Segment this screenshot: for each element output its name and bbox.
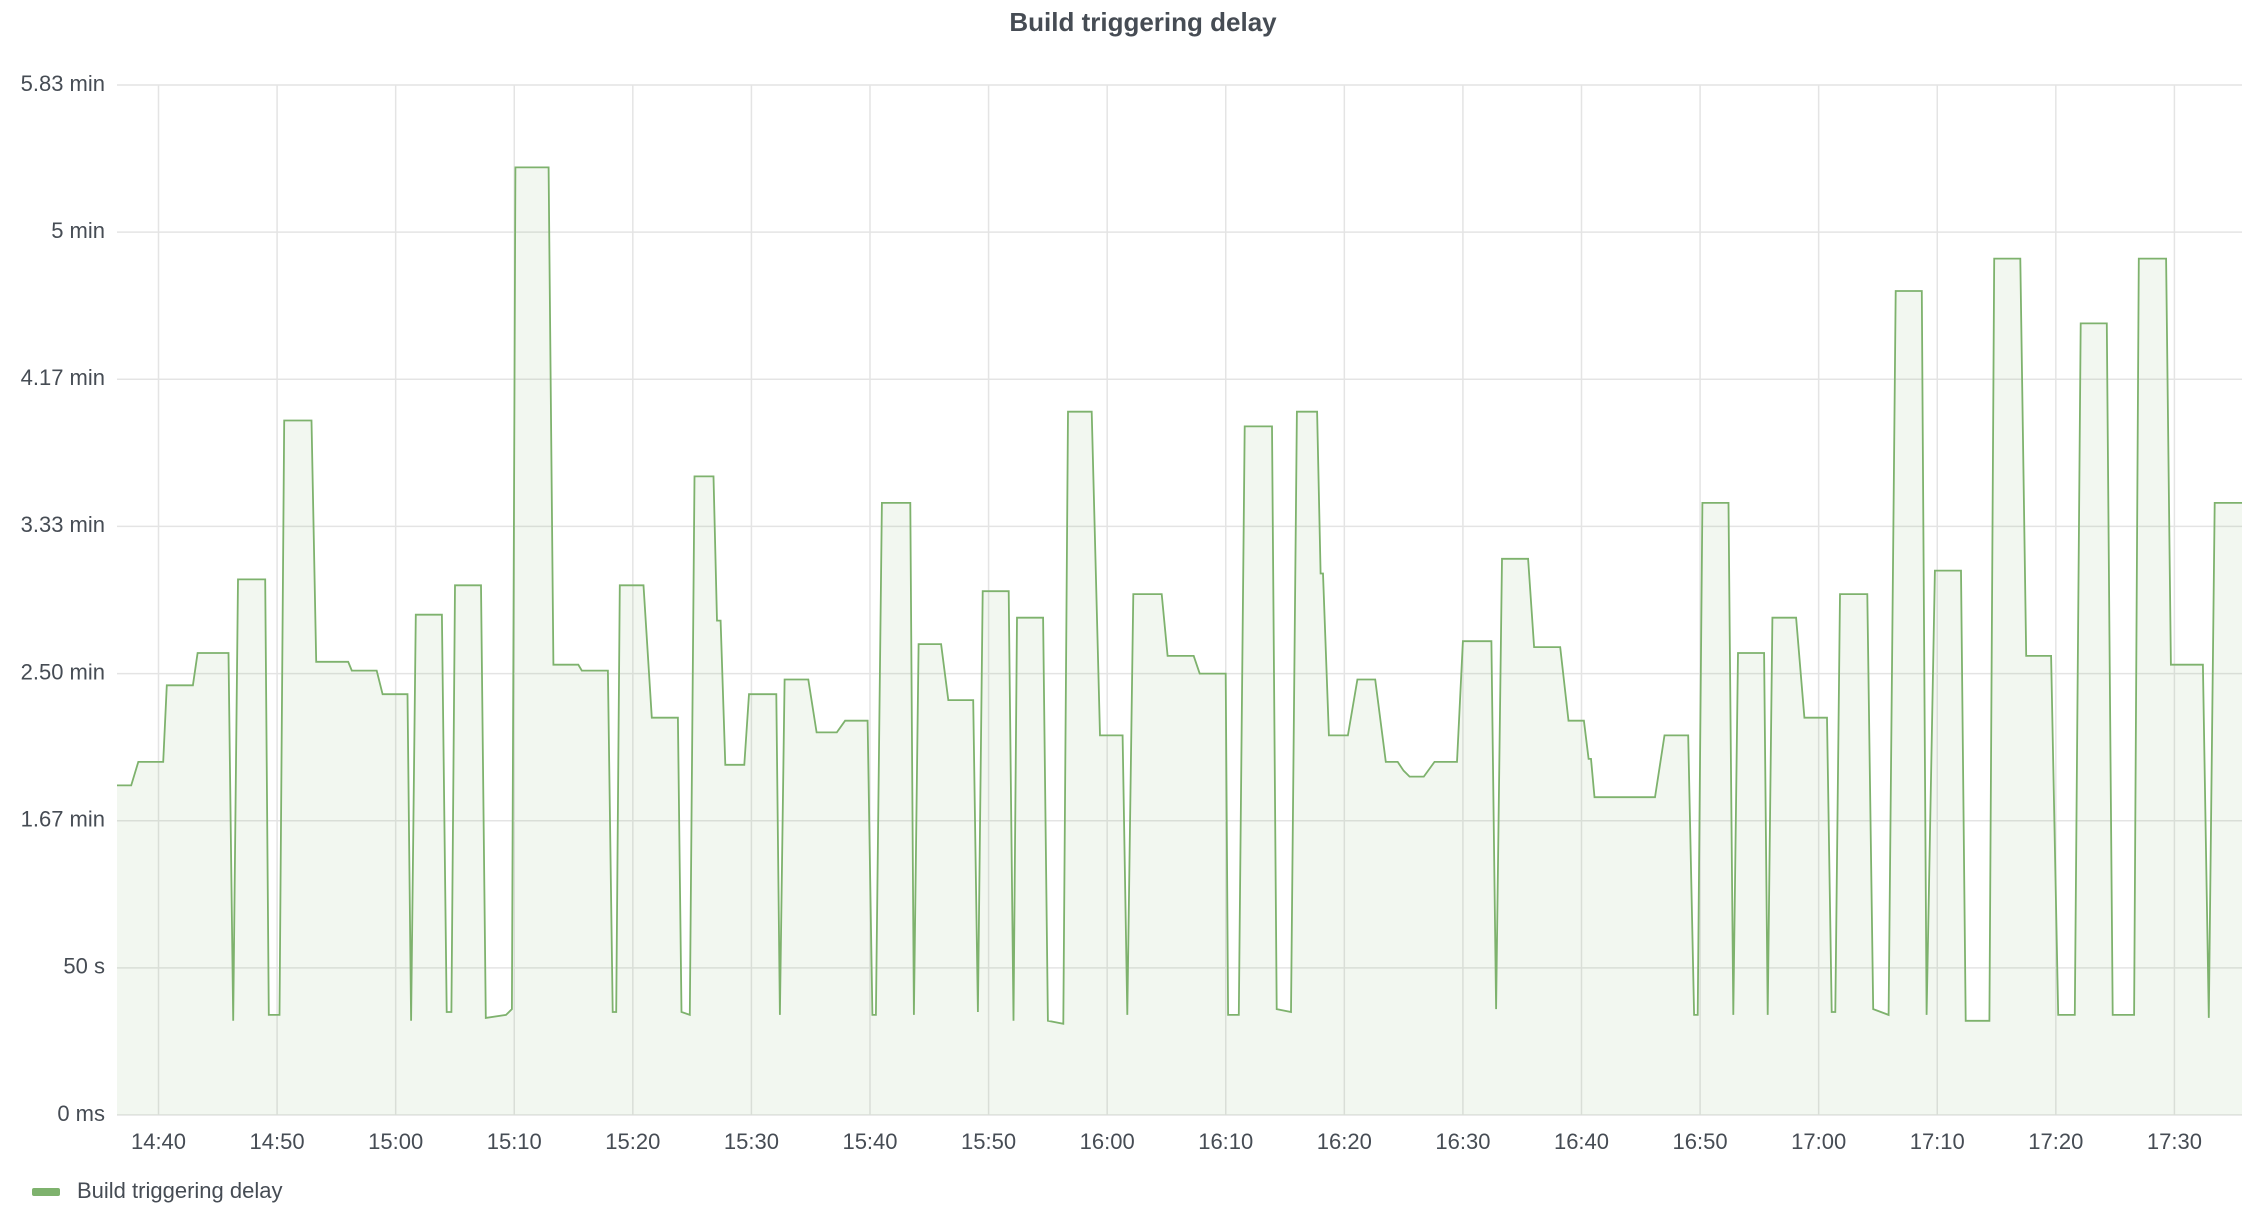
area-fill: [117, 167, 2242, 1115]
y-tick-label: 5.83 min: [21, 71, 105, 96]
chart-title: Build triggering delay: [1009, 7, 1277, 37]
x-tick-label: 16:00: [1080, 1129, 1135, 1154]
x-tick-label: 17:00: [1791, 1129, 1846, 1154]
x-tick-label: 16:40: [1554, 1129, 1609, 1154]
x-tick-label: 14:50: [250, 1129, 305, 1154]
y-tick-label: 2.50 min: [21, 659, 105, 684]
x-tick-label: 15:10: [487, 1129, 542, 1154]
y-tick-label: 3.33 min: [21, 512, 105, 537]
x-tick-label: 17:20: [2028, 1129, 2083, 1154]
x-tick-label: 16:30: [1435, 1129, 1490, 1154]
y-tick-label: 5 min: [51, 218, 105, 243]
legend-label: Build triggering delay: [77, 1178, 282, 1203]
series-line: [117, 166, 2242, 1025]
x-tick-label: 15:30: [724, 1129, 779, 1154]
legend-swatch: [32, 1188, 60, 1196]
x-tick-label: 14:40: [131, 1129, 186, 1154]
x-tick-label: 15:50: [961, 1129, 1016, 1154]
x-tick-label: 16:10: [1198, 1129, 1253, 1154]
y-tick-label: 1.67 min: [21, 807, 105, 832]
x-tick-label: 16:50: [1673, 1129, 1728, 1154]
y-tick-label: 4.17 min: [21, 365, 105, 390]
x-tick-label: 17:30: [2147, 1129, 2202, 1154]
x-tick-label: 15:20: [605, 1129, 660, 1154]
x-tick-label: 15:00: [368, 1129, 423, 1154]
x-tick-label: 15:40: [842, 1129, 897, 1154]
x-tick-label: 17:10: [1910, 1129, 1965, 1154]
y-tick-label: 50 s: [63, 954, 105, 979]
y-tick-label: 0 ms: [57, 1101, 105, 1126]
x-tick-label: 16:20: [1317, 1129, 1372, 1154]
